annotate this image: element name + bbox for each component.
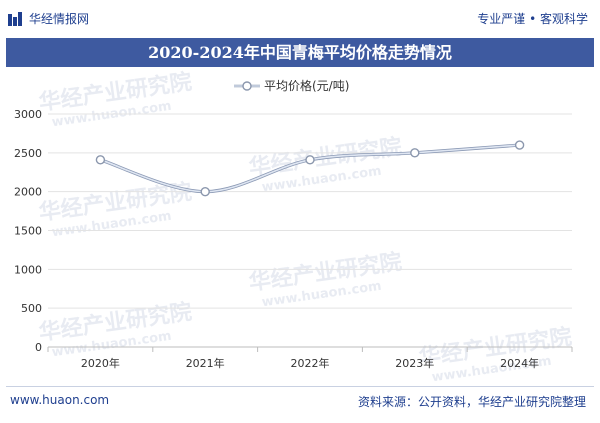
watermark-layer: 华经产业研究院www.huaon.com华经产业研究院www.huaon.com… [37,69,573,386]
footer-url[interactable]: www.huaon.com [10,393,110,407]
x-tick-label: 2020年 [81,356,120,370]
legend-label: 平均价格(元/吨) [264,78,349,93]
y-tick-label: 0 [35,341,42,354]
y-tick-label: 1000 [14,263,42,276]
data-point [410,148,420,158]
x-tick-label: 2021年 [186,356,225,370]
legend: 平均价格(元/吨) [234,78,349,93]
y-tick-label: 3000 [14,108,42,121]
title-band: 2020-2024年中国青梅平均价格走势情况 [6,38,594,67]
y-tick-label: 500 [21,302,42,315]
grid [48,113,572,309]
brand-logo[interactable]: 华经情报网 [8,12,600,28]
axes: 0 500 1000 1500 2000 2500 3000 2020年 2021年 2022年 2… [14,108,573,370]
top-bar: 华经情报网 专业严谨 • 客观科学 [0,0,600,36]
footer-source: 资料来源：公开资料，华经产业研究院整理 [357,395,586,409]
y-tick-label: 2000 [14,186,42,199]
slogan: 专业严谨 • 客观科学 [477,12,588,26]
bar-chart-icon [8,12,22,26]
footer: www.huaon.com 资料来源：公开资料，华经产业研究院整理 [0,388,600,423]
chart-title: 2020-2024年中国青梅平均价格走势情况 [148,43,452,62]
data-point [305,155,315,165]
x-tick-label: 2024年 [500,356,539,370]
series-layer [95,140,525,197]
y-tick-label: 2500 [14,147,42,160]
data-point [514,140,525,150]
y-tick-label: 1500 [14,225,42,238]
legend-marker [242,81,252,91]
x-tick-label: 2022年 [291,356,330,370]
brand-name: 华经情报网 [29,12,90,26]
footer-divider [6,386,594,387]
data-point [95,155,106,165]
data-point [200,186,210,197]
x-tick-label: 2023年 [395,356,434,370]
